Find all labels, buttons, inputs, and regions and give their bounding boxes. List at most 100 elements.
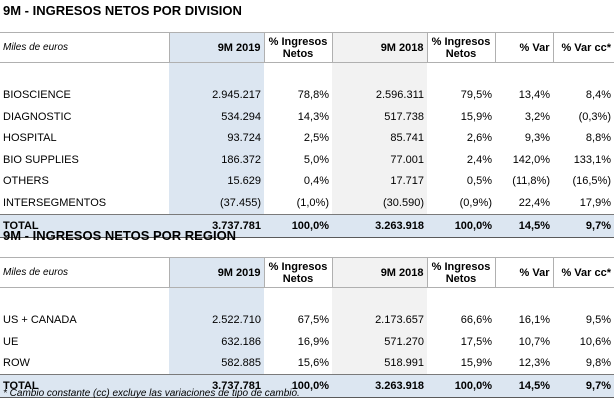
cell-9m-2018: 2.173.657 [332, 309, 427, 331]
total-label: TOTAL [0, 213, 169, 238]
cell-var: 10,7% [518, 335, 550, 348]
table-row: DIAGNOSTIC 534.294 14,3% 517.738 15,9% 3… [0, 106, 614, 128]
cell-9m-2018: 17.717 [332, 170, 427, 192]
header-pct-2018: % Ingresos Netos [426, 32, 495, 63]
unit-label: Miles de euros [0, 32, 169, 63]
row-label: US + CANADA [3, 314, 77, 327]
header-var: % Var [494, 32, 553, 63]
total-var-cc: 9,7% [553, 374, 614, 398]
total-var-cc: 9,7% [553, 213, 614, 238]
header-pct-2018-text: % Ingresos Netos [431, 35, 491, 60]
header-9m-2019: 9M 2019 [168, 32, 264, 63]
unit-label: Miles de euros [0, 257, 169, 288]
cell-var: 3,2% [524, 110, 550, 123]
header-var-cc: % Var cc* [552, 32, 614, 63]
cell-9m-2019: 582.885 [169, 352, 264, 375]
cell-pct-2018: 66,6% [460, 314, 492, 327]
cell-var: (11,8%) [512, 175, 550, 188]
table-row: BIO SUPPLIES 186.372 5,0% 77.001 2,4% 14… [0, 149, 614, 171]
header-pct-2018-text: % Ingresos Netos [431, 260, 491, 285]
total-label: TOTAL [0, 374, 169, 398]
row-label: BIOSCIENCE [3, 89, 71, 102]
cell-9m-2019: 534.294 [169, 106, 264, 128]
cell-pct-2018: 15,9% [460, 110, 492, 123]
cell-9m-2018: 517.738 [332, 106, 427, 128]
total-pct-2019: 100,0% [264, 374, 332, 398]
row-label: UE [3, 335, 19, 348]
row-label: HOSPITAL [3, 132, 57, 145]
header-pct-2019-text: % Ingresos Netos [268, 260, 328, 285]
cell-var-cc: 8,8% [585, 132, 611, 145]
header-9m-2019: 9M 2019 [168, 257, 264, 288]
cell-pct-2019: 0,4% [303, 175, 329, 188]
row-label: OTHERS [3, 175, 49, 188]
cell-9m-2018: 518.991 [332, 352, 427, 375]
table-row: UE 632.186 16,9% 571.270 17,5% 10,7% 10,… [0, 331, 614, 353]
cell-var-cc: 17,9% [579, 196, 611, 209]
table-row [0, 62, 614, 85]
cell-pct-2018: 2,6% [466, 132, 492, 145]
cell-var-cc: 133,1% [573, 153, 611, 166]
cell-9m-2018: 2.596.311 [332, 84, 427, 106]
total-9m-2018: 3.263.918 [332, 213, 427, 238]
total-row: TOTAL 3.737.781 100,0% 3.263.918 100,0% … [0, 213, 614, 238]
cell-var-cc: 9,8% [585, 357, 611, 370]
cell-var-cc: 9,5% [585, 314, 611, 327]
cell-9m-2018: (30.590) [332, 192, 427, 214]
table-row: OTHERS 15.629 0,4% 17.717 0,5% (11,8%) (… [0, 170, 614, 192]
header-9m-2018: 9M 2018 [331, 32, 427, 63]
division-section-title: 9M - INGRESOS NETOS POR DIVISION [3, 3, 242, 18]
cell-pct-2019: 14,3% [297, 110, 329, 123]
header-var-cc: % Var cc* [552, 257, 614, 288]
cell-pct-2018: (0,9%) [459, 196, 492, 209]
division-header-row: Miles de euros 9M 2019 % Ingresos Netos … [0, 32, 614, 63]
header-9m-2018: 9M 2018 [331, 257, 427, 288]
total-9m-2018: 3.263.918 [332, 374, 427, 398]
cell-pct-2019: (1,0%) [296, 196, 329, 209]
table-row: BIOSCIENCE 2.945.217 78,8% 2.596.311 79,… [0, 84, 614, 106]
footnote: * Cambio constante (cc) excluye las vari… [3, 388, 300, 399]
division-table: Miles de euros 9M 2019 % Ingresos Netos … [0, 32, 614, 238]
header-pct-2018: % Ingresos Netos [426, 257, 495, 288]
total-pct-2019: 100,0% [264, 213, 332, 238]
cell-9m-2018: 571.270 [332, 331, 427, 353]
cell-pct-2019: 15,6% [297, 357, 329, 370]
row-label: ROW [3, 357, 30, 370]
header-pct-2019-text: % Ingresos Netos [268, 35, 328, 60]
cell-pct-2018: 15,9% [460, 357, 492, 370]
table-row: INTERSEGMENTOS (37.455) (1,0%) (30.590) … [0, 192, 614, 214]
cell-var: 16,1% [518, 314, 550, 327]
cell-pct-2019: 5,0% [303, 153, 329, 166]
cell-9m-2019: 186.372 [169, 149, 264, 171]
total-var: 14,5% [495, 213, 553, 238]
cell-9m-2019: 632.186 [169, 331, 264, 353]
cell-var-cc: (16,5%) [572, 175, 611, 188]
cell-var-cc: (0,3%) [578, 110, 611, 123]
cell-var: 9,3% [524, 132, 550, 145]
total-pct-2018: 100,0% [427, 213, 495, 238]
cell-pct-2018: 0,5% [466, 175, 492, 188]
cell-var: 13,4% [518, 89, 550, 102]
region-header-row: Miles de euros 9M 2019 % Ingresos Netos … [0, 257, 614, 288]
cell-pct-2019: 16,9% [297, 335, 329, 348]
cell-9m-2019: 2.945.217 [169, 84, 264, 106]
header-pct-2019: % Ingresos Netos [263, 257, 332, 288]
table-row [0, 287, 614, 310]
cell-pct-2018: 17,5% [460, 335, 492, 348]
total-var: 14,5% [495, 374, 553, 398]
table-row: US + CANADA 2.522.710 67,5% 2.173.657 66… [0, 309, 614, 331]
cell-var-cc: 10,6% [579, 335, 611, 348]
cell-9m-2019: 2.522.710 [169, 309, 264, 331]
cell-9m-2019: (37.455) [169, 192, 264, 214]
total-pct-2018: 100,0% [427, 374, 495, 398]
region-table: Miles de euros 9M 2019 % Ingresos Netos … [0, 257, 614, 398]
cell-pct-2018: 79,5% [460, 89, 492, 102]
total-row: TOTAL 3.737.781 100,0% 3.263.918 100,0% … [0, 374, 614, 398]
cell-pct-2019: 67,5% [297, 314, 329, 327]
total-9m-2019: 3.737.781 [169, 213, 264, 238]
cell-9m-2018: 85.741 [332, 127, 427, 149]
row-label: DIAGNOSTIC [3, 110, 72, 123]
table-row: ROW 582.885 15,6% 518.991 15,9% 12,3% 9,… [0, 352, 614, 375]
region-section-title: 9M - INGRESOS NETOS POR REGION [3, 228, 237, 243]
cell-9m-2019: 93.724 [169, 127, 264, 149]
